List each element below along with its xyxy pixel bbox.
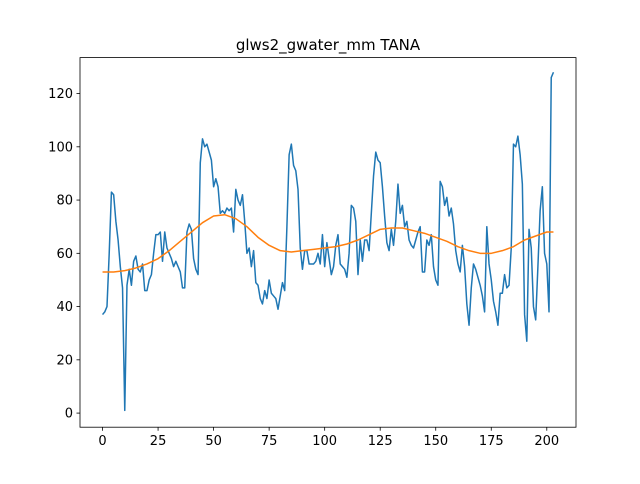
x-tick-label: 200 <box>534 434 559 449</box>
y-tick-label: 80 <box>56 194 73 209</box>
data-line <box>101 71 555 412</box>
y-tick-label: 60 <box>56 247 73 262</box>
y-tick-label: 100 <box>48 140 73 155</box>
x-tick-label: 0 <box>98 434 106 449</box>
chart-title: glws2_gwater_mm TANA <box>236 36 421 55</box>
x-tick-label: 175 <box>479 434 504 449</box>
x-tick-label: 50 <box>205 434 222 449</box>
data-line <box>102 213 554 273</box>
x-tick-label: 75 <box>261 434 278 449</box>
y-tick-label: 40 <box>56 300 73 315</box>
y-tick-label: 20 <box>56 353 73 368</box>
y-tick-label: 0 <box>65 407 73 422</box>
x-tick-label: 150 <box>423 434 448 449</box>
x-tick-label: 125 <box>368 434 393 449</box>
x-tick-label: 100 <box>312 434 337 449</box>
axes-frame <box>79 57 577 428</box>
y-tick-label: 120 <box>48 87 73 102</box>
x-tick-label: 25 <box>150 434 167 449</box>
